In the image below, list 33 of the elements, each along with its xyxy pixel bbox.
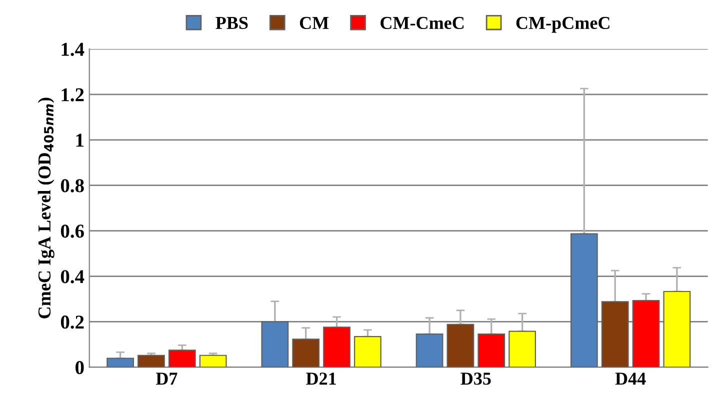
- y-tick-label: 0: [76, 361, 84, 374]
- y-tick-label: 1.2: [62, 88, 84, 102]
- legend-label: PBS: [216, 16, 248, 30]
- bar: [354, 336, 382, 368]
- y-tick-label: 0.2: [60, 316, 84, 329]
- bar: [292, 338, 320, 368]
- y-tick-label: 1.4: [62, 42, 84, 56]
- y-tick-label: 1: [76, 134, 84, 147]
- x-tick-label: D35: [460, 372, 491, 385]
- x-tick-label: D21: [306, 372, 336, 385]
- x-tick-label: D44: [615, 372, 646, 385]
- bar: [323, 326, 350, 368]
- bar: [106, 358, 134, 368]
- bar: [570, 233, 598, 368]
- x-tick-label: D7: [156, 372, 178, 385]
- bar: [199, 354, 227, 368]
- bar: [632, 300, 660, 368]
- bar: [478, 333, 506, 368]
- legend-label: CM: [300, 16, 329, 30]
- legend-label: CM-pCmeC: [516, 16, 610, 33]
- y-axis-title: CmeC IgA Level (OD$_{405nm}$): [38, 98, 54, 318]
- bar: [508, 330, 536, 368]
- bar: [261, 321, 289, 368]
- y-tick-label: 0.4: [60, 270, 84, 284]
- y-tick-label: 0.6: [60, 224, 84, 238]
- bar: [416, 333, 444, 368]
- bar: [601, 301, 629, 368]
- bar: [168, 350, 196, 368]
- bar: [138, 354, 165, 368]
- y-tick-label: 0.8: [60, 179, 84, 192]
- bar: [663, 290, 691, 368]
- bar: [446, 324, 474, 368]
- legend-label: CM-CmeC: [380, 16, 464, 30]
